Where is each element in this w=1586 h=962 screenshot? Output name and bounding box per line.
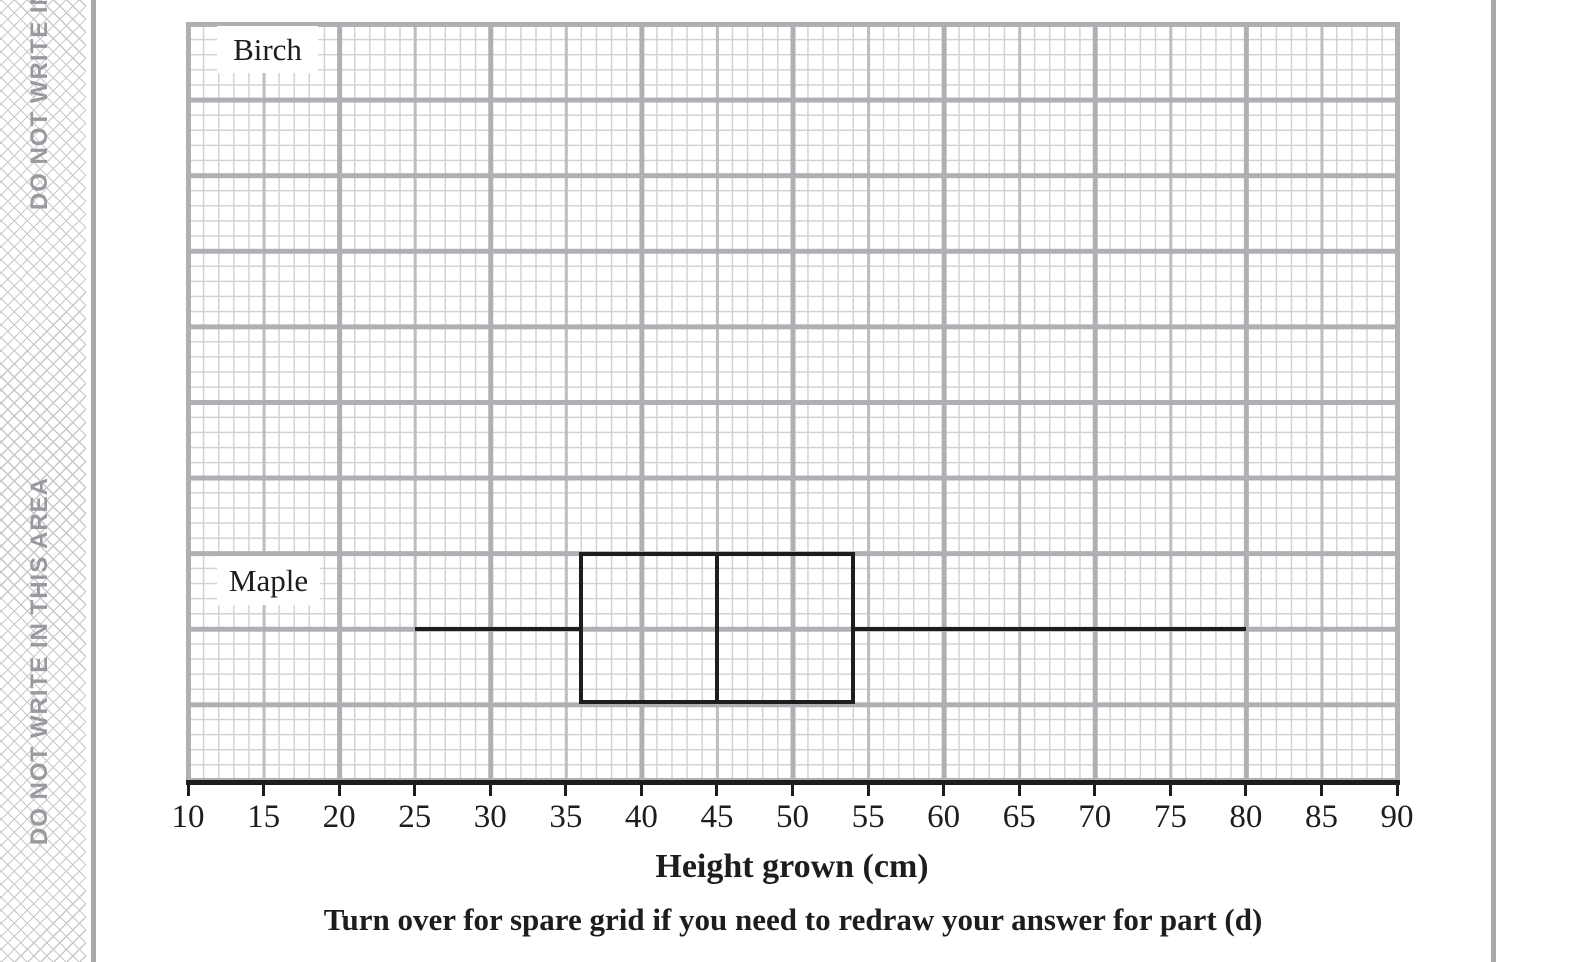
median-line <box>714 551 719 704</box>
tick-label-50: 50 <box>776 799 809 835</box>
do-not-write-text-top: DO NOT WRITE IN THIS AREA <box>26 0 53 210</box>
tick-mark-10 <box>186 785 190 796</box>
grid-paper <box>185 21 1400 783</box>
tick-mark-50 <box>791 785 794 796</box>
tick-label-10: 10 <box>171 799 205 835</box>
tick-label-20: 20 <box>322 799 356 835</box>
tick-mark-55 <box>866 785 870 796</box>
x-axis-line <box>185 780 1400 785</box>
tick-label-55: 55 <box>851 799 885 835</box>
tick-label-85: 85 <box>1304 799 1338 835</box>
tick-label-90: 90 <box>1380 799 1414 835</box>
tick-mark-45 <box>715 785 719 796</box>
left-separator-line <box>91 0 96 962</box>
tick-label-35: 35 <box>549 799 583 835</box>
tick-label-70: 70 <box>1078 799 1112 835</box>
do-not-write-text-bottom: DO NOT WRITE IN THIS AREA <box>26 476 53 845</box>
tick-mark-15 <box>262 785 266 796</box>
tick-mark-25 <box>413 785 417 796</box>
tick-label-75: 75 <box>1153 799 1187 835</box>
tick-label-65: 65 <box>1002 799 1036 835</box>
tick-mark-75 <box>1168 785 1172 796</box>
tick-label-25: 25 <box>398 799 432 835</box>
row-label-maple: Maple <box>217 556 320 605</box>
birch-label-text: Birch <box>233 31 302 67</box>
whisker-left <box>414 626 581 631</box>
tick-mark-70 <box>1093 785 1097 796</box>
tick-mark-30 <box>488 785 492 796</box>
row-label-birch: Birch <box>217 26 318 73</box>
tick-mark-90 <box>1395 785 1399 796</box>
right-separator-line <box>1491 0 1496 962</box>
tick-mark-20 <box>337 785 341 796</box>
tick-label-45: 45 <box>700 799 734 835</box>
x-axis-title: Height grown (cm) <box>655 848 929 885</box>
turn-over-note: Turn over for spare grid if you need to … <box>323 902 1263 937</box>
tick-mark-65 <box>1017 785 1021 796</box>
maple-label-text: Maple <box>228 562 309 598</box>
tick-mark-60 <box>942 785 946 796</box>
tick-mark-40 <box>639 785 643 796</box>
tick-label-60: 60 <box>927 799 961 835</box>
tick-mark-35 <box>564 785 568 796</box>
tick-label-40: 40 <box>624 799 658 835</box>
tick-label-30: 30 <box>473 799 507 835</box>
tick-label-80: 80 <box>1229 799 1263 835</box>
whisker-right <box>850 626 1246 631</box>
tick-label-15: 15 <box>247 799 281 835</box>
left-margin-crosshatch: DO NOT WRITE IN THIS AREA DO NOT WRITE I… <box>0 0 86 962</box>
tick-mark-80 <box>1244 785 1248 796</box>
tick-mark-85 <box>1319 785 1323 796</box>
